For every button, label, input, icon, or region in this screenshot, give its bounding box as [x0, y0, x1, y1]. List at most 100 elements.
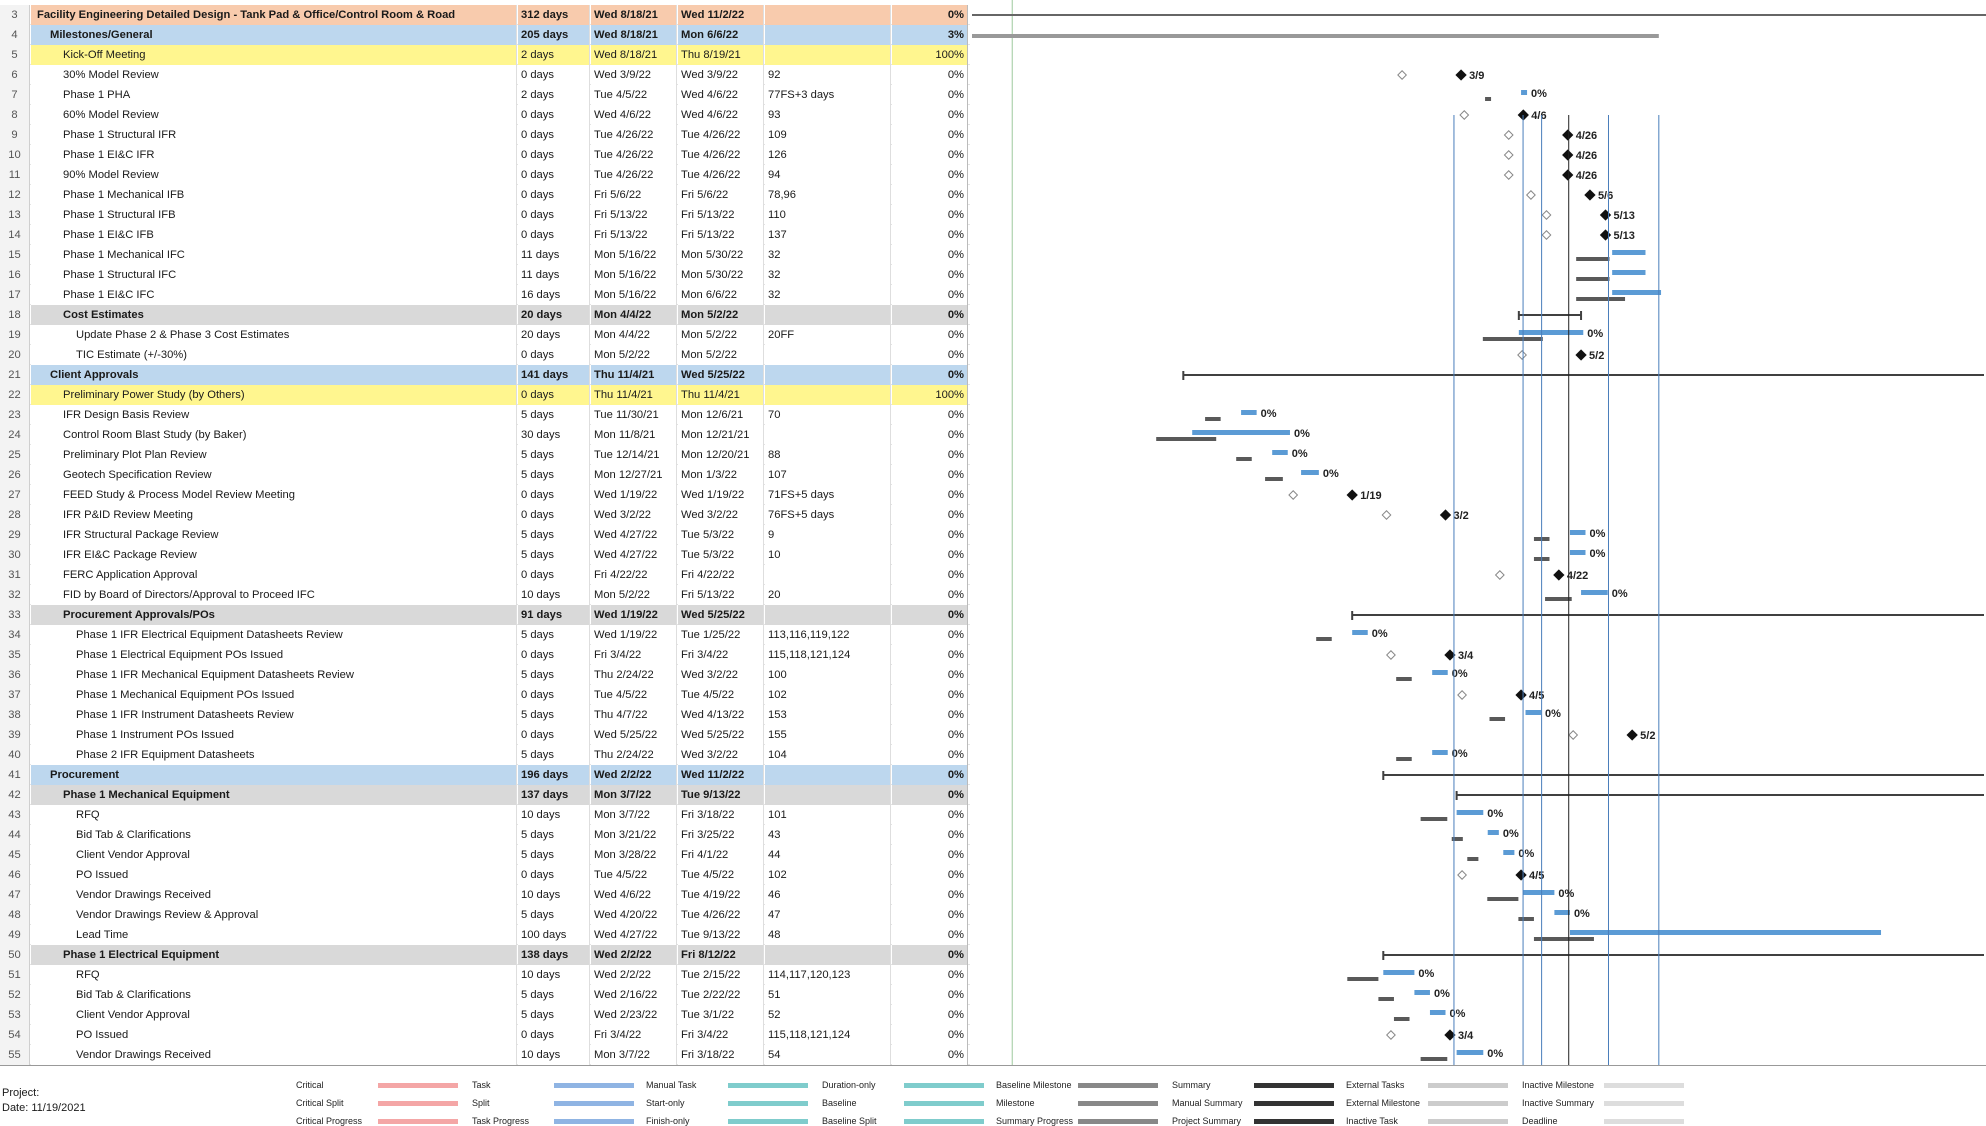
table-row[interactable]: 37 Phase 1 Mechanical Equipment POs Issue… — [0, 685, 970, 705]
table-row[interactable]: 30 IFR EI&C Package Review 5 days Wed 4/27/… — [0, 545, 970, 565]
task-finish: Thu 8/19/21 — [678, 45, 764, 65]
baseline-milestone — [1503, 130, 1514, 140]
row-id: 33 — [0, 605, 30, 625]
task-duration: 0 days — [518, 165, 590, 185]
table-row[interactable]: 43 RFQ 10 days Mon 3/7/22 Fri 3/18/22 101 0% — [0, 805, 970, 825]
task-duration: 0 days — [518, 385, 590, 405]
task-percent-label: 0% — [1545, 708, 1561, 720]
table-row[interactable]: 40 Phase 2 IFR Equipment Datasheets 5 days… — [0, 745, 970, 765]
task-finish: Fri 3/4/22 — [678, 645, 764, 665]
table-row[interactable]: 10 Phase 1 EI&C IFR 0 days Tue 4/26/22 Tue 4… — [0, 145, 970, 165]
task-percent-complete: 100% — [892, 45, 968, 65]
table-row[interactable]: 45 Client Vendor Approval 5 days Mon 3/28/2… — [0, 845, 970, 865]
task-name: Phase 1 Structural IFR — [31, 125, 517, 145]
table-row[interactable]: 16 Phase 1 Structural IFC 11 days Mon 5/16/… — [0, 265, 970, 285]
task-predecessors: 52 — [765, 1005, 891, 1025]
task-percent-complete: 0% — [892, 905, 968, 925]
table-row[interactable]: 36 Phase 1 IFR Mechanical Equipment Datas… — [0, 665, 970, 685]
table-row[interactable]: 47 Vendor Drawings Received 10 days Wed 4/6… — [0, 885, 970, 905]
task-duration: 11 days — [518, 245, 590, 265]
task-percent-complete: 0% — [892, 825, 968, 845]
table-row[interactable]: 8 60% Model Review 0 days Wed 4/6/22 Wed 4/6… — [0, 105, 970, 125]
table-row[interactable]: 54 PO Issued 0 days Fri 3/4/22 Fri 3/4/22 115… — [0, 1025, 970, 1045]
table-row[interactable]: 7 Phase 1 PHA 2 days Tue 4/5/22 Wed 4/6/22 77… — [0, 85, 970, 105]
task-percent-label: 0% — [1518, 848, 1534, 860]
table-row[interactable]: 48 Vendor Drawings Review & Approval 5 day… — [0, 905, 970, 925]
table-row[interactable]: 35 Phase 1 Electrical Equipment POs Issue… — [0, 645, 970, 665]
table-row[interactable]: 21 Client Approvals 141 days Thu 11/4/21 Wed… — [0, 365, 970, 385]
table-row[interactable]: 6 30% Model Review 0 days Wed 3/9/22 Wed 3/9… — [0, 65, 970, 85]
table-row[interactable]: 25 Preliminary Plot Plan Review 5 days Tue … — [0, 445, 970, 465]
task-start: Thu 11/4/21 — [591, 385, 677, 405]
task-start: Wed 3/9/22 — [591, 65, 677, 85]
table-row[interactable]: 46 PO Issued 0 days Tue 4/5/22 Tue 4/5/22 102… — [0, 865, 970, 885]
row-id: 4 — [0, 25, 30, 45]
table-row[interactable]: 33 Procurement Approvals/POs 91 days Wed 1/… — [0, 605, 970, 625]
table-row[interactable]: 28 IFR P&ID Review Meeting 0 days Wed 3/2/2… — [0, 505, 970, 525]
table-row[interactable]: 29 IFR Structural Package Review 5 days Wed… — [0, 525, 970, 545]
table-row[interactable]: 12 Phase 1 Mechanical IFB 0 days Fri 5/6/22… — [0, 185, 970, 205]
table-row[interactable]: 49 Lead Time 100 days Wed 4/27/22 Tue 9/13/2… — [0, 925, 970, 945]
task-percent-label: 0% — [1452, 668, 1468, 680]
task-name: IFR EI&C Package Review — [31, 545, 517, 565]
task-start: Wed 4/6/22 — [591, 885, 677, 905]
table-row[interactable]: 39 Phase 1 Instrument POs Issued 0 days Wed… — [0, 725, 970, 745]
table-row[interactable]: 50 Phase 1 Electrical Equipment 138 days We… — [0, 945, 970, 965]
legend-swatch — [1604, 1119, 1684, 1124]
table-row[interactable]: 32 FID by Board of Directors/Approval to … — [0, 585, 970, 605]
task-bar — [1518, 330, 1584, 335]
task-duration: 138 days — [518, 945, 590, 965]
table-row[interactable]: 20 TIC Estimate (+/-30%) 0 days Mon 5/2/22 M… — [0, 345, 970, 365]
table-row[interactable]: 14 Phase 1 EI&C IFB 0 days Fri 5/13/22 Fri 5… — [0, 225, 970, 245]
milestone-label: 5/6 — [1598, 190, 1613, 202]
table-row[interactable]: 11 90% Model Review 0 days Tue 4/26/22 Tue 4… — [0, 165, 970, 185]
table-row[interactable]: 55 Vendor Drawings Received 10 days Mon 3/7… — [0, 1045, 970, 1065]
task-finish: Wed 5/25/22 — [678, 365, 764, 385]
table-row[interactable]: 51 RFQ 10 days Wed 2/2/22 Tue 2/15/22 114,117… — [0, 965, 970, 985]
task-finish: Fri 3/18/22 — [678, 805, 764, 825]
baseline-bar — [1518, 917, 1534, 921]
task-percent-label: 0% — [1450, 1008, 1466, 1020]
task-duration: 10 days — [518, 1045, 590, 1065]
task-name: FID by Board of Directors/Approval to Pr… — [31, 585, 517, 605]
table-row[interactable]: 31 FERC Application Approval 0 days Fri 4/2… — [0, 565, 970, 585]
task-start: Thu 11/4/21 — [591, 365, 677, 385]
baseline-bar — [1378, 997, 1394, 1001]
table-row[interactable]: 9 Phase 1 Structural IFR 0 days Tue 4/26/22… — [0, 125, 970, 145]
task-finish: Mon 6/6/22 — [678, 285, 764, 305]
task-predecessors — [765, 945, 891, 965]
table-row[interactable]: 17 Phase 1 EI&C IFC 16 days Mon 5/16/22 Mon … — [0, 285, 970, 305]
milestone-marker — [1584, 189, 1596, 201]
legend-item: Manual Summary — [1172, 1098, 1243, 1108]
table-row[interactable]: 42 Phase 1 Mechanical Equipment 137 days Mo… — [0, 785, 970, 805]
task-bar — [1487, 830, 1499, 835]
milestone-marker — [1599, 229, 1612, 241]
task-start: Tue 4/5/22 — [591, 685, 677, 705]
task-duration: 5 days — [518, 985, 590, 1005]
table-row[interactable]: 15 Phase 1 Mechanical IFC 11 days Mon 5/16/… — [0, 245, 970, 265]
task-percent-complete: 0% — [892, 925, 968, 945]
table-row[interactable]: 52 Bid Tab & Clarifications 5 days Wed 2/16… — [0, 985, 970, 1005]
table-row[interactable]: 27 FEED Study & Process Model Review Meet… — [0, 485, 970, 505]
table-row[interactable]: 13 Phase 1 Structural IFB 0 days Fri 5/13/2… — [0, 205, 970, 225]
table-row[interactable]: 34 Phase 1 IFR Electrical Equipment Datas… — [0, 625, 970, 645]
table-row[interactable]: 24 Control Room Blast Study (by Baker) 30 … — [0, 425, 970, 445]
table-row[interactable]: 53 Client Vendor Approval 5 days Wed 2/23/2… — [0, 1005, 970, 1025]
task-bar — [1612, 270, 1646, 275]
table-row[interactable]: 23 IFR Design Basis Review 5 days Tue 11/30… — [0, 405, 970, 425]
table-row[interactable]: 4 Milestones/General 205 days Wed 8/18/21 Mo… — [0, 25, 970, 45]
task-duration: 0 days — [518, 865, 590, 885]
table-row[interactable]: 5 Kick-Off Meeting 2 days Wed 8/18/21 Thu 8/… — [0, 45, 970, 65]
table-row[interactable]: 26 Geotech Specification Review 5 days Mon … — [0, 465, 970, 485]
table-row[interactable]: 22 Preliminary Power Study (by Others) 0 d… — [0, 385, 970, 405]
legend-swatch — [728, 1101, 808, 1106]
table-row[interactable]: 18 Cost Estimates 20 days Mon 4/4/22 Mon 5/2… — [0, 305, 970, 325]
task-finish: Fri 3/25/22 — [678, 825, 764, 845]
table-row[interactable]: 38 Phase 1 IFR Instrument Datasheets Revi… — [0, 705, 970, 725]
task-start: Thu 2/24/22 — [591, 665, 677, 685]
table-row[interactable]: 44 Bid Tab & Clarifications 5 days Mon 3/21… — [0, 825, 970, 845]
table-row[interactable]: 19 Update Phase 2 & Phase 3 Cost Estimate… — [0, 325, 970, 345]
baseline-bar — [1533, 937, 1594, 941]
table-row[interactable]: 41 Procurement 196 days Wed 2/2/22 Wed 11/2/… — [0, 765, 970, 785]
table-row[interactable]: 3 Facility Engineering Detailed Design - … — [0, 5, 970, 25]
